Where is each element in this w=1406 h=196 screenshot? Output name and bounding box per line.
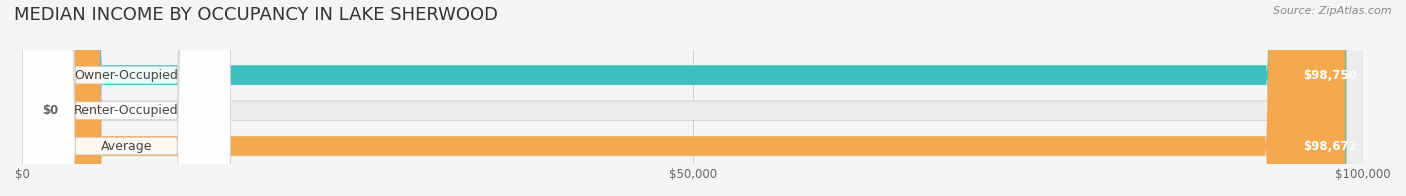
Text: Owner-Occupied: Owner-Occupied: [75, 69, 179, 82]
FancyBboxPatch shape: [22, 0, 231, 196]
FancyBboxPatch shape: [0, 0, 103, 196]
FancyBboxPatch shape: [22, 0, 231, 196]
FancyBboxPatch shape: [22, 0, 1347, 196]
Text: $98,750: $98,750: [1303, 69, 1357, 82]
FancyBboxPatch shape: [22, 0, 231, 196]
FancyBboxPatch shape: [22, 0, 1364, 196]
FancyBboxPatch shape: [22, 0, 1364, 196]
Text: Source: ZipAtlas.com: Source: ZipAtlas.com: [1274, 6, 1392, 16]
FancyBboxPatch shape: [22, 0, 1346, 196]
Text: Average: Average: [101, 140, 152, 153]
Text: $0: $0: [42, 104, 59, 117]
Text: MEDIAN INCOME BY OCCUPANCY IN LAKE SHERWOOD: MEDIAN INCOME BY OCCUPANCY IN LAKE SHERW…: [14, 6, 498, 24]
Text: $98,672: $98,672: [1303, 140, 1357, 153]
FancyBboxPatch shape: [22, 0, 1364, 196]
Text: Renter-Occupied: Renter-Occupied: [75, 104, 179, 117]
